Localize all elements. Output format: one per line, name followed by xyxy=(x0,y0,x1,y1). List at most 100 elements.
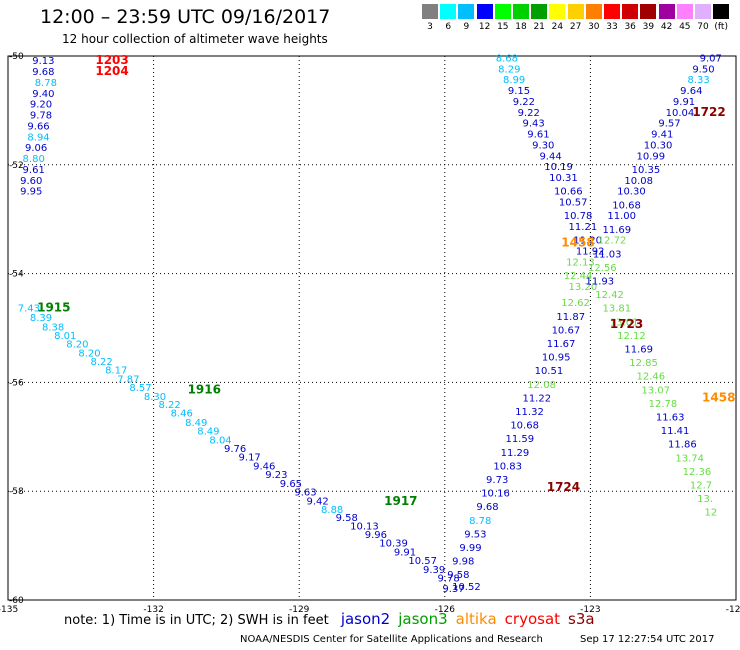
wave-height-reading: 9.17 xyxy=(239,453,261,464)
satellite-legend-jason3: jason3 xyxy=(398,610,448,628)
wave-height-reading: 13.01 xyxy=(610,317,639,328)
wave-height-reading: 12 xyxy=(704,508,717,519)
pass-time-label: 1722 xyxy=(692,105,725,119)
color-swatch xyxy=(440,4,457,19)
wave-height-reading: 11.41 xyxy=(661,426,690,437)
wave-height-reading: 11.63 xyxy=(656,412,685,423)
wave-height-reading: 13.20 xyxy=(569,282,598,293)
latitude-tick-label: -54 xyxy=(9,270,24,280)
wave-height-reading: 9.66 xyxy=(27,121,49,132)
color-scale-label: 39 xyxy=(642,22,655,32)
wave-height-reading: 8.39 xyxy=(30,313,52,324)
latitude-tick-label: -50 xyxy=(9,52,24,62)
wave-height-reading: 12.72 xyxy=(598,236,627,247)
wave-height-reading: 9.58 xyxy=(336,513,358,524)
color-scale-label: 21 xyxy=(533,22,545,32)
color-swatch xyxy=(549,4,566,19)
wave-height-reading: 8.22 xyxy=(91,357,113,368)
wave-height-reading: 12.08 xyxy=(527,380,556,391)
wave-height-reading: 12.13 xyxy=(566,257,595,268)
wave-height-reading: 13.81 xyxy=(603,304,632,315)
latitude-tick-label: -52 xyxy=(9,161,24,171)
wave-height-reading: 12.85 xyxy=(629,358,658,369)
wave-height-reading: 8.17 xyxy=(105,366,127,377)
wave-height-reading: 9.91 xyxy=(673,97,695,108)
wave-height-reading: 9.37 xyxy=(442,584,464,595)
wave-height-reading: 9.68 xyxy=(32,67,54,78)
color-scale-label: 18 xyxy=(515,22,527,32)
color-scale-label: 45 xyxy=(679,22,691,32)
wave-height-reading: 9.64 xyxy=(680,86,702,97)
wave-height-reading: 9.65 xyxy=(280,479,302,490)
wave-height-reading: 9.41 xyxy=(651,130,673,141)
satellite-legend-s3a: s3a xyxy=(568,610,595,628)
wave-height-reading: 9.23 xyxy=(265,470,287,481)
wave-height-reading: 9.13 xyxy=(32,56,54,67)
color-scale-label: 33 xyxy=(606,22,618,32)
wave-height-reading: 9.22 xyxy=(518,108,540,119)
map-title: 12:00 – 23:59 UTC 09/16/2017 xyxy=(40,6,331,28)
wave-height-reading: 10.68 xyxy=(510,421,539,432)
pass-time-label: 1204 xyxy=(95,64,128,78)
wave-height-reading: 8.94 xyxy=(27,132,49,143)
wave-height-reading: 9.73 xyxy=(486,475,508,486)
wave-height-reading: 11.59 xyxy=(505,434,534,445)
wave-height-reading: 9.57 xyxy=(658,119,680,130)
pass-time-label: 1917 xyxy=(384,494,417,508)
color-scale-label: 24 xyxy=(551,22,564,32)
wave-height-reading: 9.99 xyxy=(459,543,481,554)
color-scale-label: 70 xyxy=(697,22,709,32)
wave-height-reading: 11.22 xyxy=(522,393,551,404)
wave-height-reading: 9.15 xyxy=(508,86,530,97)
satellite-legend-jason2: jason2 xyxy=(340,610,391,628)
longitude-tick-label: -132 xyxy=(143,605,163,615)
wave-height-reading: 9.95 xyxy=(20,187,42,198)
wave-height-reading: 9.30 xyxy=(532,140,554,151)
longitude-tick-label: -126 xyxy=(435,605,456,615)
wave-height-reading: 13.74 xyxy=(675,453,704,464)
wave-height-reading: 8.01 xyxy=(54,331,76,342)
wave-height-reading: 8.68 xyxy=(496,53,518,64)
color-swatch xyxy=(422,4,438,19)
color-scale-label: 30 xyxy=(588,22,600,32)
wave-height-reading: 10.16 xyxy=(481,489,510,500)
wave-height-reading: 9.44 xyxy=(539,151,561,162)
wave-height-reading: 10.19 xyxy=(544,162,573,173)
satellite-legend-cryosat: cryosat xyxy=(504,610,561,628)
wave-height-reading: 10.95 xyxy=(542,353,571,364)
color-swatch xyxy=(695,4,711,19)
wave-height-reading: 8.57 xyxy=(129,383,151,394)
pass-time-label: 1724 xyxy=(547,480,580,494)
wave-height-reading: 9.07 xyxy=(700,53,722,64)
pass-time-label: 1458 xyxy=(561,235,594,249)
wave-height-reading: 8.99 xyxy=(503,75,525,86)
wave-height-reading: 8.20 xyxy=(78,348,100,359)
wave-height-reading: 8.46 xyxy=(171,409,193,420)
wave-height-reading: 10.30 xyxy=(644,140,673,151)
color-scale-label: 27 xyxy=(569,22,582,32)
color-scale-label: 42 xyxy=(660,22,673,32)
wave-height-reading: 9.58 xyxy=(447,570,469,581)
wave-height-reading: 8.38 xyxy=(42,323,64,334)
wave-height-reading: 9.96 xyxy=(365,530,387,541)
color-swatch xyxy=(513,4,529,19)
color-swatch xyxy=(658,4,675,19)
wave-height-reading: 8.30 xyxy=(144,392,166,403)
wave-height-reading: 8.78 xyxy=(35,78,57,89)
wave-height-reading: 11.20 xyxy=(573,236,602,247)
color-swatch xyxy=(476,4,493,19)
pass-time-label: 1203 xyxy=(95,53,128,67)
wave-height-reading: 10.35 xyxy=(632,165,661,176)
wave-height-reading: 9.53 xyxy=(464,529,486,540)
wave-height-reading: 9.22 xyxy=(513,97,535,108)
wave-height-reading: 10.13 xyxy=(350,521,379,532)
color-swatch xyxy=(531,4,548,19)
wave-height-reading: 9.50 xyxy=(692,64,714,75)
wave-height-reading: 8.20 xyxy=(66,340,88,351)
color-scale-label: 3 xyxy=(427,22,433,32)
wave-height-reading: 12.12 xyxy=(617,331,646,342)
wave-height-reading: 10.39 xyxy=(379,539,408,550)
pass-time-label: 1915 xyxy=(37,301,70,315)
color-swatch xyxy=(640,4,657,19)
wave-height-reading: 10.52 xyxy=(452,582,481,593)
